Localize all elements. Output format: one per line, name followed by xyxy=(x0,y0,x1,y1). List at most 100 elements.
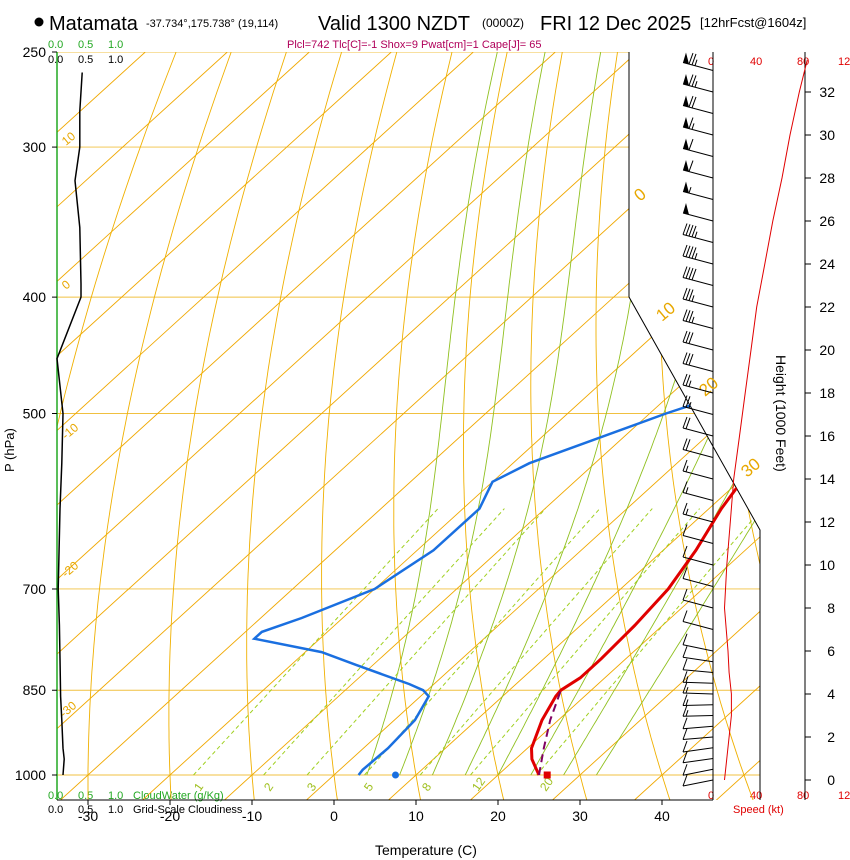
wind-barb-full xyxy=(685,417,691,429)
wind-barb-full xyxy=(682,309,688,321)
wind-barb xyxy=(682,309,714,329)
wind-barb-full xyxy=(682,459,688,472)
wind-barb-staff xyxy=(682,692,714,695)
wind-barb-full xyxy=(682,658,688,670)
location-coords: -37.734°,175.738° (19,114) xyxy=(146,18,278,30)
cloudiness-tick: 0.5 xyxy=(78,54,93,66)
wind-barb xyxy=(682,459,714,480)
height-tick-label: 26 xyxy=(819,213,835,229)
y-tick-label: 300 xyxy=(23,139,47,155)
isotherm-line xyxy=(223,52,760,800)
wind-barb-staff xyxy=(682,725,714,730)
wind-barb-full xyxy=(682,352,688,364)
wind-barb-staff xyxy=(682,470,714,480)
wind-barb xyxy=(682,117,714,136)
wind-speed-line xyxy=(723,59,808,781)
wind-barb-half xyxy=(685,465,689,472)
wind-barb-full xyxy=(682,633,688,645)
x-tick-label: -10 xyxy=(242,808,262,824)
moist-adiabat xyxy=(431,52,602,776)
forecast-info: [12hrFcst@1604z] xyxy=(700,15,806,30)
wind-barb-full xyxy=(682,567,688,579)
isotherm-line xyxy=(57,52,556,800)
cloudwater-tick: 0.5 xyxy=(78,39,93,51)
mixing-ratio-label: 2 xyxy=(261,780,276,794)
mixing-ratio-label: 8 xyxy=(419,780,434,794)
height-tick-label: 30 xyxy=(819,127,835,143)
wind-barb-half xyxy=(685,508,689,515)
wind-barb-full xyxy=(691,96,697,109)
wind-barb-full xyxy=(682,610,688,622)
y-axis-title: P (hPa) xyxy=(2,428,17,472)
mixing-ratio-line xyxy=(193,508,439,776)
wind-barb xyxy=(682,751,714,764)
wind-barb-half xyxy=(685,699,689,706)
wind-barb-full xyxy=(682,395,688,407)
mixing-ratio-label: 3 xyxy=(304,780,319,794)
wind-barb-full xyxy=(688,246,694,258)
wind-barb-full xyxy=(682,244,688,257)
cloudiness-label: Grid-Scale Cloudiness xyxy=(133,804,243,816)
wind-barb-full xyxy=(691,225,697,238)
dry-adiabat-label: 0 xyxy=(59,277,73,292)
wind-barb xyxy=(682,588,714,609)
wind-barb-staff xyxy=(682,758,714,764)
isotherm-line xyxy=(57,52,720,800)
wind-barb-flag xyxy=(683,52,689,65)
wind-barb-full xyxy=(688,117,694,129)
wind-barb-staff xyxy=(682,644,714,652)
dry-adiabat xyxy=(530,52,588,800)
height-tick-label: 0 xyxy=(827,772,835,788)
location-name: Matamata xyxy=(49,13,139,35)
isotherm-line xyxy=(57,52,638,800)
wind-barb-staff xyxy=(682,779,714,787)
wind-barb-full xyxy=(691,247,697,259)
height-tick-label: 8 xyxy=(827,600,835,616)
speed-tick: 40 xyxy=(750,56,762,68)
height-axis-title: Height (1000 Feet) xyxy=(773,355,789,472)
wind-barb-half xyxy=(694,231,698,238)
wind-barb-staff xyxy=(682,234,714,243)
cloudwater-tick: 1.0 xyxy=(108,790,123,802)
dry-adiabat-label: 20 xyxy=(695,373,722,400)
wind-barb-flag xyxy=(683,160,689,172)
y-tick-label: 850 xyxy=(23,682,47,698)
height-tick-label: 20 xyxy=(819,342,835,358)
location-dot xyxy=(34,17,44,27)
wind-barb-full xyxy=(682,524,688,536)
y-tick-label: 700 xyxy=(23,581,47,597)
height-tick-label: 14 xyxy=(819,471,835,487)
wind-barb xyxy=(682,774,714,787)
wind-barb xyxy=(682,266,714,286)
wind-barb xyxy=(682,181,714,200)
isotherm-line xyxy=(551,52,760,800)
wind-barb xyxy=(682,567,714,587)
wind-barb-full xyxy=(682,764,688,776)
wind-barb-flag xyxy=(683,74,689,86)
mixing-ratio-line xyxy=(536,508,760,776)
wind-barb-full xyxy=(688,353,694,366)
plot-right-border xyxy=(628,52,761,800)
wind-barb xyxy=(682,610,714,630)
wind-barb-half xyxy=(685,710,689,717)
cloudiness-tick: 0.5 xyxy=(78,804,93,816)
x-tick-label: -30 xyxy=(78,808,98,824)
wind-barb-staff xyxy=(682,669,714,673)
wind-barb-full xyxy=(682,681,688,694)
cloudiness-tick: 1.0 xyxy=(108,804,123,816)
isotherm-line xyxy=(57,52,392,800)
wind-barb-full xyxy=(688,138,694,151)
dry-adiabat-label: 10 xyxy=(59,129,78,149)
wind-barb-half xyxy=(685,686,689,694)
wind-barb xyxy=(682,244,714,265)
valid-time: Valid 1300 NZDT xyxy=(318,13,470,35)
cloudwater-tick: 0.5 xyxy=(78,790,93,802)
height-tick-label: 6 xyxy=(827,643,835,659)
wind-barb xyxy=(682,545,714,566)
wind-barb-half xyxy=(688,401,692,409)
dry-adiabat xyxy=(57,52,177,800)
wind-barb-staff xyxy=(682,535,714,544)
wind-barb-staff xyxy=(682,341,714,351)
wind-barb-half xyxy=(691,295,695,302)
